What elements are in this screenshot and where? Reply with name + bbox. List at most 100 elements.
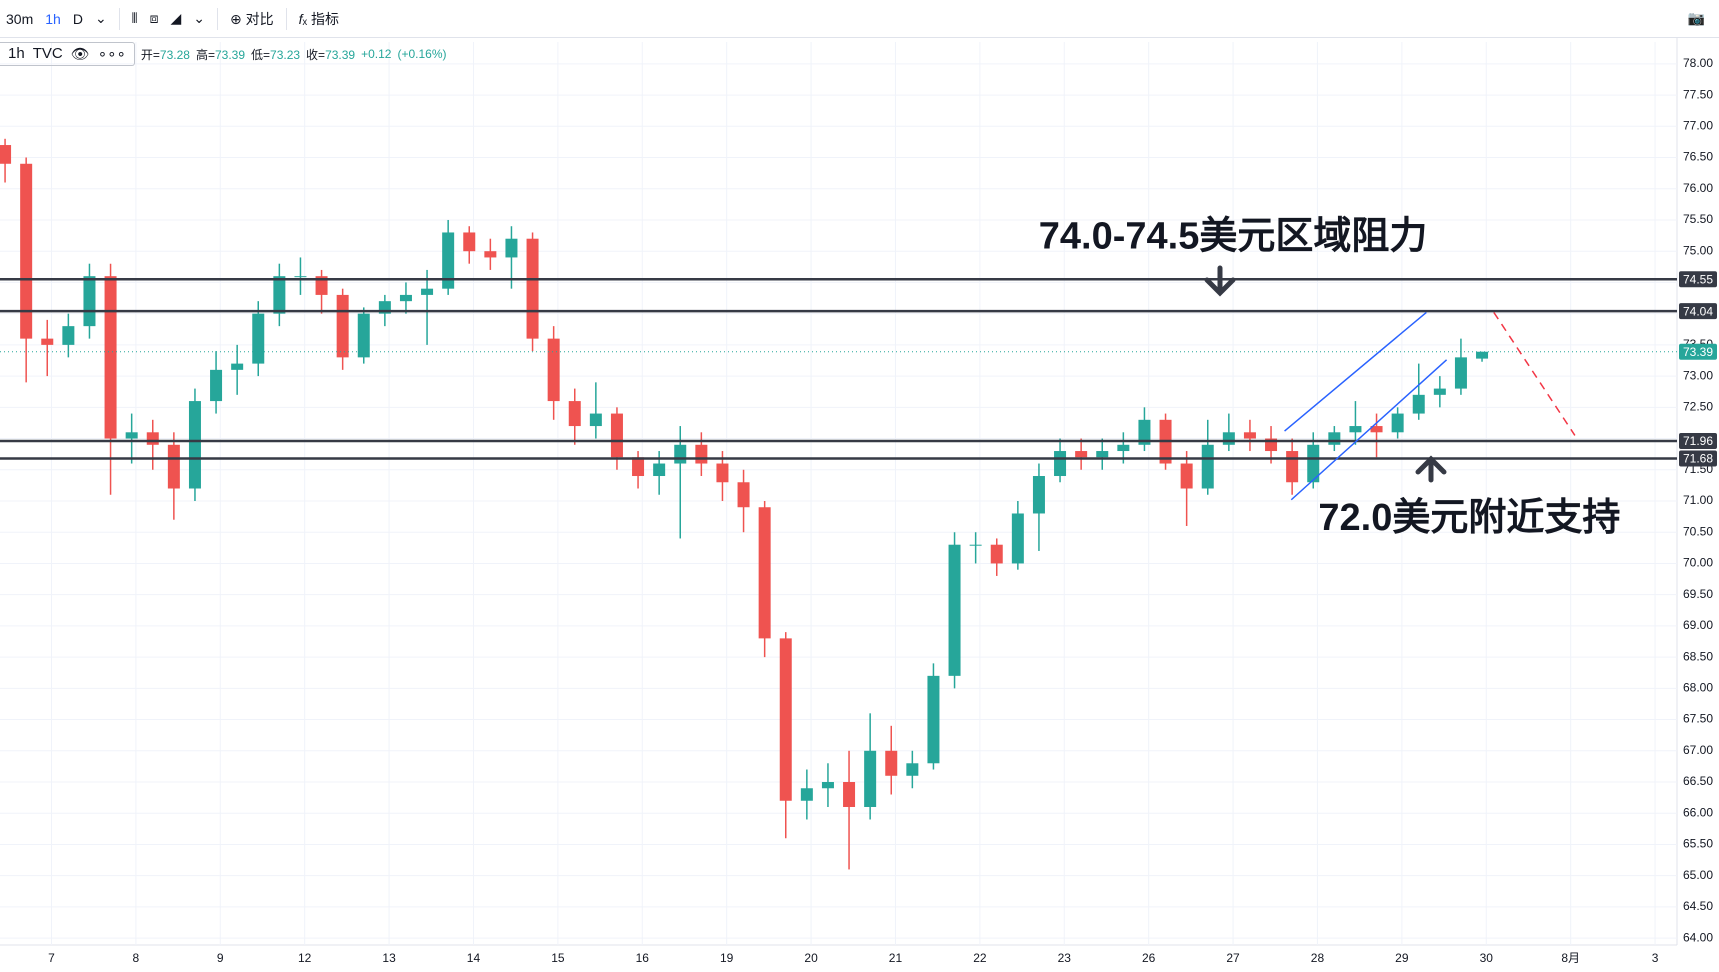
candle-body (442, 232, 455, 289)
y-tick-label: 71.00 (1683, 493, 1713, 507)
candle-body (610, 413, 623, 458)
symbol-box[interactable]: 1h TVC 👁 ∘∘∘ (0, 42, 135, 66)
candle-body (378, 301, 391, 314)
y-tick-label: 73.00 (1683, 368, 1713, 382)
candle-body (1454, 357, 1467, 389)
candle-body (273, 276, 286, 314)
interval[interactable]: D (72, 10, 83, 27)
y-tick-label: 66.50 (1683, 774, 1713, 788)
x-tick-label: 16 (636, 951, 650, 965)
x-tick-label: 30 (1480, 951, 1494, 965)
separator (285, 7, 287, 30)
ohlc-key: 高= (195, 47, 215, 62)
separator (216, 7, 218, 30)
y-tick-label: 76.00 (1683, 181, 1713, 195)
candle-body (1222, 432, 1235, 445)
x-tick-label: 26 (1142, 951, 1156, 965)
y-tick-label: 65.50 (1683, 837, 1713, 851)
dropdown[interactable]: ⌄ (193, 10, 205, 26)
y-tick-label: 66.00 (1683, 805, 1713, 819)
bar-style[interactable]: ⫴ (131, 10, 138, 26)
legend-source: TVC (32, 45, 63, 62)
x-tick-label: 22 (973, 951, 987, 965)
ohlc-value: 73.39 (325, 47, 356, 62)
candle-body (357, 313, 370, 358)
candle-body (632, 457, 645, 477)
x-tick-label: 12 (298, 951, 312, 965)
candle-body (0, 145, 12, 164)
candle-body (1138, 419, 1151, 445)
y-tick-label: 64.50 (1683, 899, 1713, 913)
candle-body (969, 544, 982, 546)
eye-icon[interactable]: 👁 (70, 46, 90, 63)
snapshot-button[interactable]: 📷 (1687, 10, 1705, 26)
candle-body (41, 338, 54, 345)
annotation: 74.0-74.5美元区域阻力 (1039, 216, 1428, 258)
y-tick-label: 76.50 (1683, 150, 1713, 164)
candle-body (167, 444, 180, 489)
y-tick-label: 73.50 (1683, 337, 1713, 351)
candle-body (62, 326, 75, 345)
candle-body (1328, 432, 1341, 445)
x-tick-label: 13 (382, 951, 396, 965)
y-tick-label: 78.00 (1683, 56, 1713, 70)
candle-body (800, 788, 813, 801)
price-tag (1679, 343, 1717, 360)
x-tick-label: 27 (1226, 951, 1240, 965)
candle-body (547, 338, 560, 402)
candle-body (885, 750, 898, 776)
candle-body (737, 482, 750, 508)
dropdown[interactable]: ⌄ (94, 10, 107, 26)
candle-body (948, 544, 961, 676)
candle-body (231, 363, 244, 370)
more-icon[interactable]: ∘∘∘ (97, 46, 126, 63)
candle-body (1349, 426, 1362, 433)
candle-body (1159, 419, 1172, 464)
y-tick-label: 74.50 (1683, 275, 1713, 289)
candle-body (252, 313, 265, 364)
ohlc-value: 73.28 (159, 47, 190, 62)
candle-body (484, 251, 497, 258)
price-tag (1679, 271, 1717, 288)
candle-style[interactable]: ⧈ (149, 10, 159, 26)
candle-body (779, 638, 792, 801)
candle-body (758, 507, 771, 639)
y-tick-label: 70.00 (1683, 556, 1713, 570)
candle-body (294, 276, 307, 278)
trend-line (1493, 311, 1576, 436)
candle-body (399, 294, 412, 302)
x-tick-label: 14 (467, 951, 481, 965)
annotation: 72.0美元附近支持 (1318, 497, 1620, 539)
interval[interactable]: 30m (6, 10, 34, 27)
interval[interactable]: 1h (45, 10, 61, 27)
legend: 1h TVC 👁 ∘∘∘ 开=73.28 高=73.39 低=73.23 收=7… (0, 42, 447, 66)
candle-body (1243, 432, 1256, 439)
candle-body (1096, 451, 1109, 458)
candle-body (336, 294, 349, 358)
candle-body (146, 432, 159, 445)
x-tick-label: 29 (1395, 951, 1409, 965)
candle-body (1117, 444, 1130, 452)
candle-body (1307, 444, 1320, 483)
change-pct: (+0.16%) (397, 47, 447, 61)
price-tag-label: 74.55 (1683, 272, 1713, 286)
trend-line (1290, 359, 1448, 501)
y-tick-label: 69.00 (1683, 618, 1713, 632)
x-tick-label: 21 (889, 951, 903, 965)
candle-body (568, 401, 581, 427)
indicators-button[interactable]: fₓ 指标 (298, 10, 339, 27)
arrow-down (1204, 265, 1236, 297)
price-tag (1679, 303, 1717, 320)
y-tick-label: 71.50 (1683, 462, 1713, 476)
compare-button[interactable]: ⊕ 对比 (229, 10, 274, 27)
y-tick-label: 70.50 (1683, 524, 1713, 538)
candle-body (1286, 451, 1299, 483)
candle-body (526, 238, 539, 339)
change: +0.12 (361, 47, 392, 61)
y-tick-label: 77.50 (1683, 87, 1713, 101)
area-style[interactable]: ◢ (170, 10, 182, 26)
candle-body (1201, 444, 1214, 489)
candle-body (589, 413, 602, 427)
